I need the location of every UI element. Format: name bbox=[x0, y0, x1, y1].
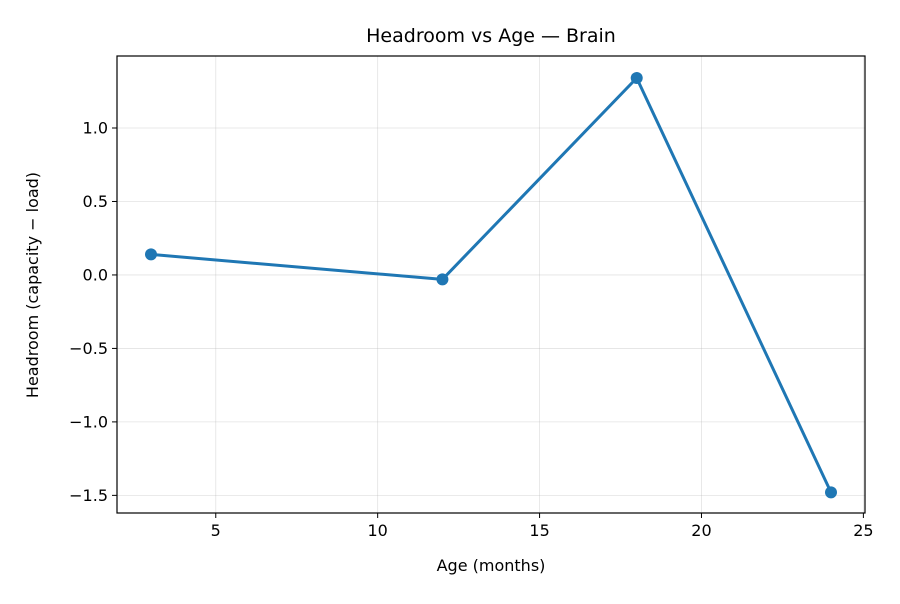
data-point bbox=[630, 72, 643, 85]
data-point bbox=[825, 486, 837, 499]
series-line bbox=[149, 76, 833, 494]
y-axis-label: Headroom (capacity − load) bbox=[23, 172, 42, 398]
plot-area-frame bbox=[116, 55, 866, 514]
y-tick-label: 0.0 bbox=[83, 265, 108, 284]
y-tick-label: −1.0 bbox=[69, 412, 108, 431]
grid-lines bbox=[117, 56, 865, 513]
x-tick-label: 20 bbox=[691, 521, 711, 540]
x-tick-label: 25 bbox=[853, 521, 873, 540]
y-tick-label: −1.5 bbox=[69, 486, 108, 505]
y-tick-label: −0.5 bbox=[69, 339, 108, 358]
x-axis-label: Age (months) bbox=[437, 556, 546, 575]
y-tick-label: 0.5 bbox=[83, 192, 108, 211]
data-series bbox=[145, 72, 837, 499]
x-tick-label: 15 bbox=[529, 521, 549, 540]
axis-ticks: 5 10 15 20 25 1.0 0.5 0.0 −0.5 −1.0 −1.5 bbox=[69, 119, 873, 540]
data-point bbox=[436, 273, 449, 286]
x-tick-label: 5 bbox=[211, 521, 221, 540]
data-point bbox=[145, 248, 157, 261]
chart-title: Headroom vs Age — Brain bbox=[366, 25, 616, 47]
x-tick-label: 10 bbox=[367, 521, 387, 540]
y-tick-label: 1.0 bbox=[83, 119, 108, 138]
